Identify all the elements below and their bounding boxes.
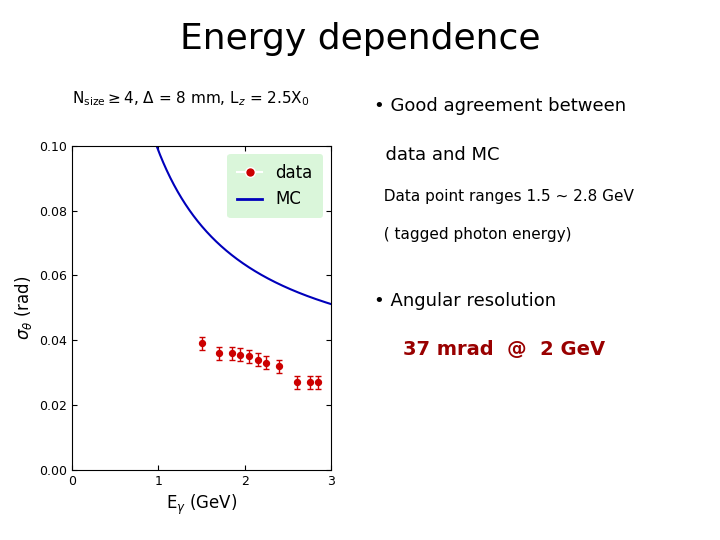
- Text: • Good agreement between: • Good agreement between: [374, 97, 626, 115]
- Point: [235, 350, 246, 359]
- Point: [304, 378, 315, 387]
- Point: [291, 378, 302, 387]
- Text: N$_{\mathrm{size}}$$\geq$4, $\Delta$ = 8 mm, L$_z$ = 2.5X$_0$: N$_{\mathrm{size}}$$\geq$4, $\Delta$ = 8…: [72, 89, 309, 108]
- Text: 37 mrad  @  2 GeV: 37 mrad @ 2 GeV: [403, 340, 606, 359]
- Point: [196, 339, 207, 348]
- Text: Data point ranges 1.5 ~ 2.8 GeV: Data point ranges 1.5 ~ 2.8 GeV: [374, 189, 634, 204]
- Text: ( tagged photon energy): ( tagged photon energy): [374, 227, 572, 242]
- X-axis label: E$_\gamma$ (GeV): E$_\gamma$ (GeV): [166, 493, 238, 517]
- Point: [312, 378, 324, 387]
- Point: [243, 352, 255, 361]
- Point: [252, 355, 264, 364]
- Point: [261, 359, 272, 367]
- Point: [213, 349, 225, 357]
- Text: Energy dependence: Energy dependence: [180, 22, 540, 56]
- Legend: data, MC: data, MC: [228, 154, 323, 219]
- Text: data and MC: data and MC: [374, 146, 500, 164]
- Y-axis label: $\sigma_\theta$ (rad): $\sigma_\theta$ (rad): [12, 275, 34, 340]
- Point: [274, 362, 285, 370]
- Point: [226, 349, 238, 357]
- Text: • Angular resolution: • Angular resolution: [374, 292, 557, 309]
